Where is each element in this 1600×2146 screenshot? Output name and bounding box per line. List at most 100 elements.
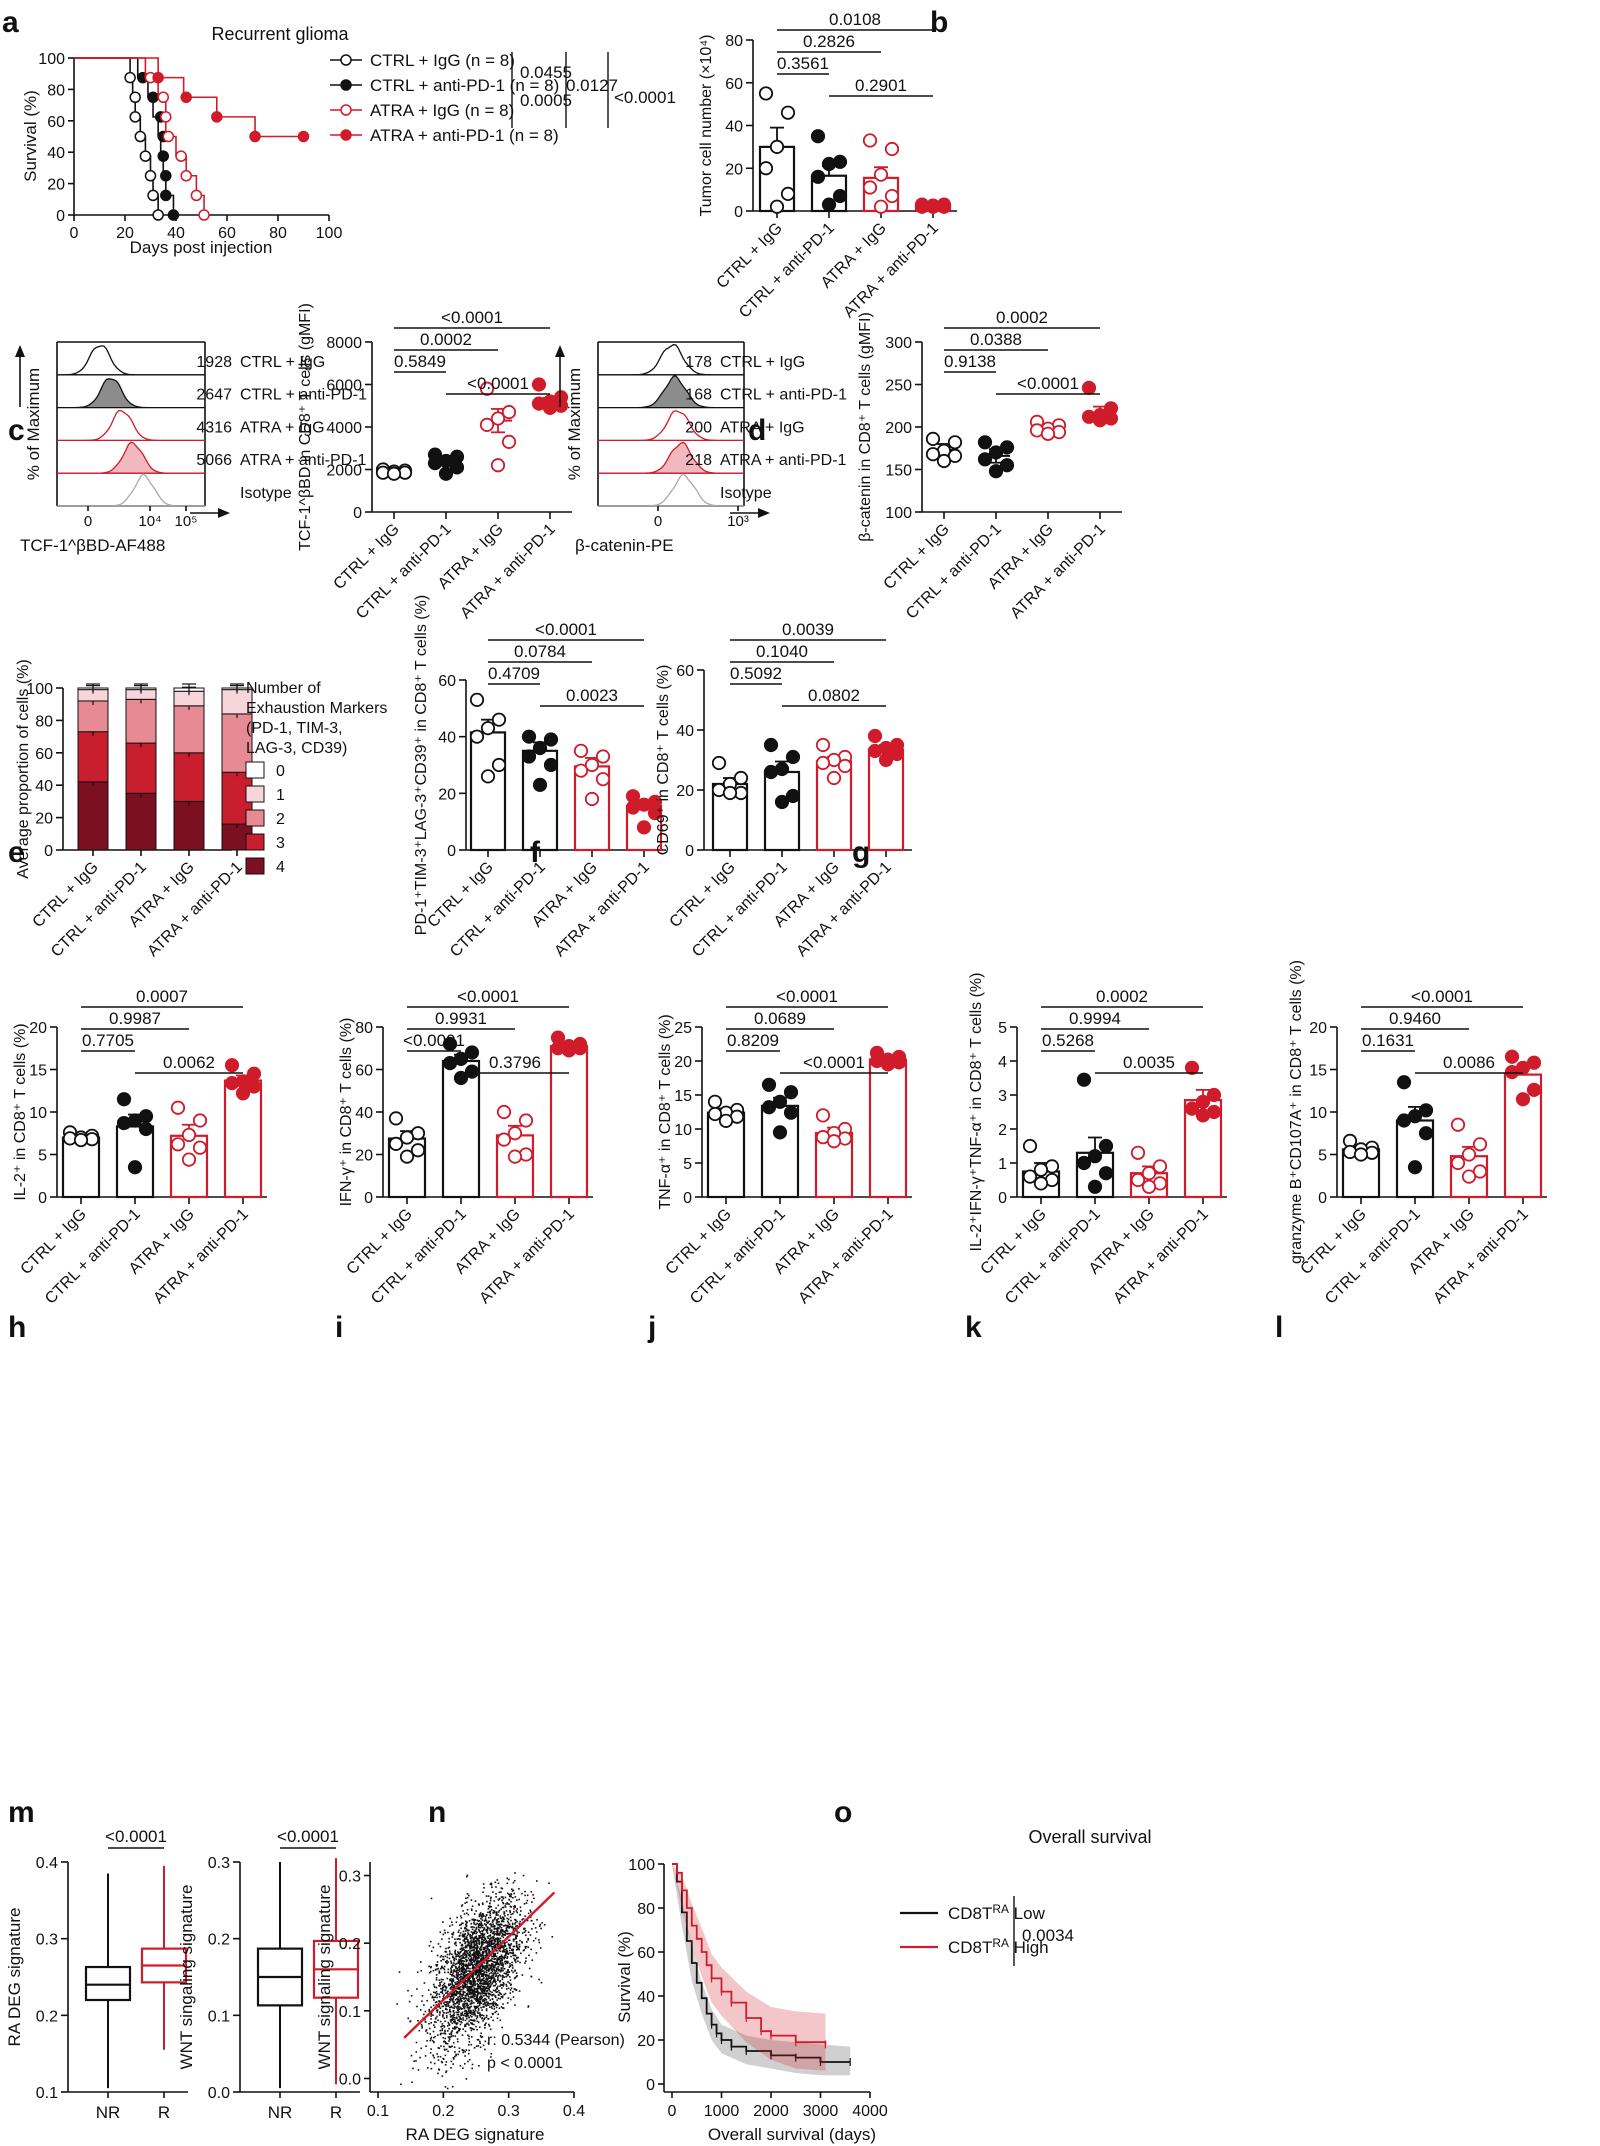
panel-n-data-point xyxy=(436,2034,439,2036)
panel-n-data-point xyxy=(490,1983,493,1986)
panel-a-survival-marker xyxy=(180,91,192,103)
panel-n-data-point xyxy=(484,1988,486,1991)
panel-n-data-point xyxy=(497,1882,500,1884)
panel-k-pvalue-label: 0.0002 xyxy=(1096,987,1148,1006)
panel-n-data-point xyxy=(462,1971,464,1974)
panel-n-data-point xyxy=(457,2006,459,2009)
panel-e-legend-title: Exhaustion Markers xyxy=(246,700,387,717)
panel-n-x-tick-label: 0.2 xyxy=(432,2103,454,2120)
panel-n-data-point xyxy=(519,1906,522,1909)
panel-n-data-point xyxy=(438,2014,441,2016)
panel-a-x-label: Days post injection xyxy=(130,238,273,257)
panel-n-data-point xyxy=(506,1902,509,1904)
panel-m1-pvalue-label: <0.0001 xyxy=(105,1827,167,1846)
panel-n-data-point xyxy=(467,1980,470,1982)
panel-j-data-point xyxy=(707,1094,723,1109)
panel-f-data-point xyxy=(469,729,485,744)
panel-n-data-point xyxy=(467,1990,470,1993)
panel-n-data-point xyxy=(500,1891,502,1893)
panel-n-data-point xyxy=(456,1981,458,1983)
panel-n-data-point xyxy=(427,2067,429,2069)
panel-n-data-point xyxy=(496,1962,498,1964)
panel-n-data-point xyxy=(503,1946,505,1948)
panel-n-data-point xyxy=(441,1965,443,1968)
panel-m1-y-tick-label: 0.3 xyxy=(36,1932,58,1949)
panel-n-data-point xyxy=(453,1958,455,1961)
panel-n-data-point xyxy=(477,2005,479,2007)
panel-n-data-point xyxy=(513,1892,515,1895)
panel-n-data-point xyxy=(501,1987,503,1989)
panel-n-data-point xyxy=(494,1955,496,1957)
panel-n-data-point xyxy=(500,1929,502,1931)
panel-n-data-point xyxy=(509,1909,511,1912)
panel-n-data-point xyxy=(475,1923,477,1926)
panel-c_hist-histogram-trace xyxy=(57,473,205,507)
panel-n-data-point xyxy=(507,1943,510,1945)
panel-n-data-point xyxy=(458,2047,461,2049)
panel-n-data-point xyxy=(457,1938,460,1940)
panel-d_hist-histogram-value: 168 xyxy=(685,387,712,404)
panel-n-data-point xyxy=(454,1951,456,1953)
panel-n-data-point xyxy=(448,1950,451,1952)
panel-n-data-point xyxy=(465,1997,467,1999)
panel-n-data-point xyxy=(509,1962,511,1965)
panel-n-data-point xyxy=(454,1938,456,1940)
panel-n-data-point xyxy=(445,2015,448,2017)
panel-a-y-tick-label: 0 xyxy=(56,208,65,225)
panel-n-data-point xyxy=(435,1964,438,1967)
panel-n-data-point xyxy=(500,1931,502,1933)
panel-n-data-point xyxy=(480,1932,482,1935)
panel-c_hist-x-tick-label: 10⁴ xyxy=(138,513,161,530)
panel-n-data-point xyxy=(494,1946,497,1948)
panel-n-data-point xyxy=(505,1954,507,1956)
panel-e-stacked-segment xyxy=(173,705,205,754)
panel-n-data-point xyxy=(516,1944,518,1947)
panel-n-data-point xyxy=(485,1924,487,1927)
panel-n-data-point xyxy=(451,2014,454,2017)
panel-n-data-point xyxy=(440,1960,442,1962)
panel-n-data-point xyxy=(439,1967,442,1970)
panel-letter-b: b xyxy=(930,6,948,39)
panel-n-data-point xyxy=(477,1961,479,1963)
panel-n-data-point xyxy=(453,1970,455,1973)
panel-g-bar xyxy=(763,770,801,852)
panel-n-data-point xyxy=(522,1874,525,1877)
panel-n-data-point xyxy=(500,1983,502,1986)
panel-n-data-point xyxy=(446,1991,448,1993)
panel-n-data-point xyxy=(487,1960,489,1963)
panel-c-y-tick-label: 0 xyxy=(353,505,362,522)
panel-n-data-point xyxy=(458,1929,460,1932)
panel-i-x-tick-label: CTRL + anti-PD-1 xyxy=(368,1206,470,1308)
panel-n-data-point xyxy=(435,2004,438,2006)
panel-n-data-point xyxy=(450,2031,453,2033)
panel-j-data-point xyxy=(761,1077,777,1092)
panel-n-data-point xyxy=(530,1975,533,1978)
histogram-x-arrow-head xyxy=(758,508,770,518)
panel-n-data-point xyxy=(462,2003,464,2005)
panel-n-data-point xyxy=(454,1981,456,1984)
panel-n-data-point xyxy=(519,1920,521,1923)
panel-n-data-point xyxy=(498,1938,500,1941)
panel-n-data-point xyxy=(448,1998,451,2001)
panel-b-data-point xyxy=(873,199,889,214)
panel-n-data-point xyxy=(432,2014,434,2016)
panel-n-data-point xyxy=(451,1973,454,1976)
panel-n-data-point xyxy=(493,1928,496,1930)
panel-n-data-point xyxy=(463,1949,465,1951)
panel-n-data-point xyxy=(451,1992,453,1995)
panel-n-data-point xyxy=(459,1948,462,1950)
panel-n-data-point xyxy=(497,1914,499,1916)
panel-n-data-point xyxy=(462,1948,464,1951)
panel-n-data-point xyxy=(468,1982,471,1984)
panel-n-data-point xyxy=(468,1993,471,1995)
panel-n-data-point xyxy=(484,2027,486,2029)
panel-n-data-point xyxy=(455,2006,457,2008)
panel-n-data-point xyxy=(496,2004,498,2006)
panel-n-data-point xyxy=(496,1931,499,1933)
panel-n-data-point xyxy=(443,2040,445,2043)
panel-n-data-point xyxy=(486,1929,488,1931)
panel-n-data-point xyxy=(469,1940,472,1943)
panel-a-survival-marker xyxy=(198,209,210,221)
panel-m2-y-tick-label: 0.2 xyxy=(208,1932,230,1949)
panel-n-data-point xyxy=(477,1954,479,1956)
